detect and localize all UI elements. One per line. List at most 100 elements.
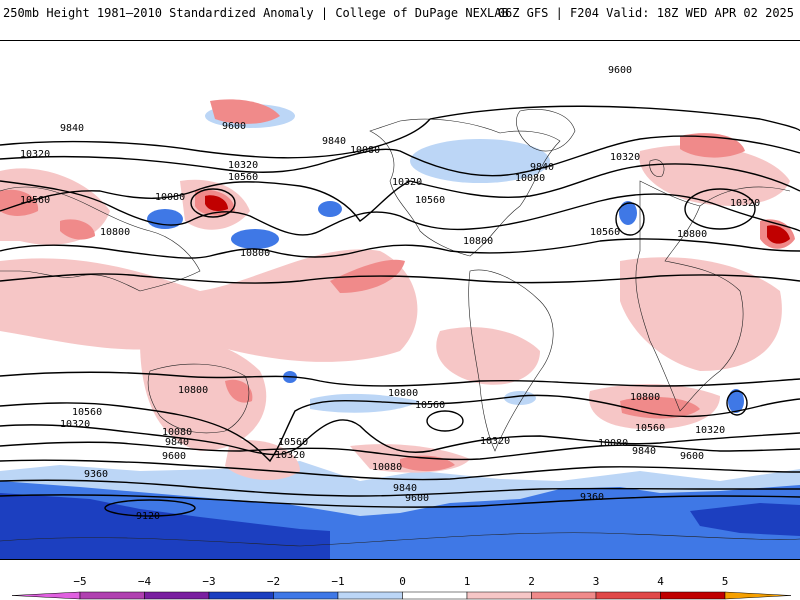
label-10800-d: 10800: [677, 229, 707, 240]
label-10560-h: 10560: [278, 437, 308, 448]
contour-10560-north: [0, 238, 800, 259]
tropical-asia-warm: [60, 219, 95, 240]
label-10080-e: 10080: [372, 462, 402, 473]
label-10560-f: 10560: [415, 400, 445, 411]
label-9600-c: 9600: [405, 493, 429, 504]
label-10320-i: 10320: [480, 436, 510, 447]
tropics-warm-band: [0, 249, 418, 362]
colorbar-arrow-low: [11, 591, 81, 600]
contour-9360-south: [0, 494, 800, 508]
colorbar-ticks: −5 −4 −3 −2 −1 0 1 2 3 4 5: [73, 575, 728, 588]
colorbar-tick-label: −5: [73, 575, 86, 588]
colorbar-swatch-pos2: [531, 591, 597, 600]
label-10560-a: 10560: [228, 172, 258, 183]
contour-labels: 9600 9840 9600 9840 10080 10320 10320 10…: [20, 65, 760, 522]
label-10320-h: 10320: [275, 450, 305, 461]
label-9840-f: 9840: [632, 446, 656, 457]
greenland-coast: [516, 109, 576, 152]
colorbar: −5 −4 −3 −2 −1 0 1 2 3 4 5: [11, 575, 792, 600]
contour-10800-south: [0, 371, 800, 387]
south-indian-low: [728, 389, 744, 413]
label-9840-b: 9840: [322, 136, 346, 147]
africa-warm: [620, 257, 782, 371]
colorbar-swatch-pos3: [595, 591, 661, 600]
label-9840-d: 9840: [165, 437, 189, 448]
north-america-coast: [369, 118, 561, 257]
anomaly-map: 9600 9840 9600 9840 10080 10320 10320 10…: [0, 40, 800, 560]
colorbar-swatches: [11, 591, 792, 600]
colorbar-swatch-neg5: [79, 591, 145, 600]
south-atlantic-low-blue: [504, 391, 536, 405]
contour-10560-south: [0, 394, 800, 463]
antarctica-coast: [0, 532, 800, 547]
south-indian-closed-low: [726, 390, 748, 416]
australia-coast: [147, 363, 250, 434]
label-10080-b: 10080: [155, 192, 185, 203]
north-pacific-warm: [210, 99, 280, 124]
label-9360-b: 9360: [580, 492, 604, 503]
label-10560-c: 10560: [415, 195, 445, 206]
positive-anomaly-shading: [0, 99, 795, 481]
label-10800-b: 10800: [240, 248, 270, 259]
contour-10800-north: [0, 273, 800, 284]
colorbar-swatch-neg4: [144, 591, 210, 600]
map-title: 250mb Height 1981–2010 Standardized Anom…: [3, 6, 509, 20]
label-10320-g: 10320: [695, 425, 725, 436]
height-contours: [0, 105, 800, 517]
south-pacific-closed-low: [426, 410, 464, 432]
label-9840-c: 9840: [530, 162, 554, 173]
label-9360-a: 9360: [84, 469, 108, 480]
contour-10320-south: [0, 419, 800, 456]
atlantic-cutoff-low: [619, 201, 637, 225]
label-9600-d: 9600: [680, 451, 704, 462]
colorbar-arrow-high: [724, 591, 792, 600]
europe-closed-high: [684, 188, 756, 230]
europe-africa-coast: [635, 180, 744, 412]
label-9840-e: 9840: [393, 483, 417, 494]
label-10320-d: 10320: [610, 152, 640, 163]
contour-9600-south: [0, 479, 800, 497]
australia-warm-2: [225, 379, 253, 403]
label-10560-e: 10560: [72, 407, 102, 418]
label-10320-b: 10320: [228, 160, 258, 171]
atlantic-closed-low: [615, 202, 645, 236]
label-10560-g: 10560: [635, 423, 665, 434]
label-9120-a: 9120: [136, 511, 160, 522]
label-9600-top: 9600: [608, 65, 632, 76]
east-asia-warm-3: [205, 195, 228, 212]
south-polar-dark-blue-2: [690, 503, 800, 536]
antarctic-closed-low: [104, 499, 196, 517]
contour-10080-north: [0, 163, 800, 222]
model-run-info: 06Z GFS | F204 Valid: 18Z WED APR 02 202…: [497, 6, 794, 20]
colorbar-swatch-neg1: [337, 591, 403, 600]
north-atlantic-cool: [410, 139, 550, 183]
label-10800-f: 10800: [388, 388, 418, 399]
label-10800-e: 10800: [178, 385, 208, 396]
pacific-low-1: [231, 229, 279, 249]
contour-10080-south: [0, 441, 800, 461]
label-10080-d: 10080: [162, 427, 192, 438]
europe-warm: [639, 145, 790, 206]
label-9600-b: 9600: [162, 451, 186, 462]
east-asia-closed-high: [190, 188, 236, 218]
colorbar-tick-label: 5: [722, 575, 729, 588]
colorbar-tick-label: 2: [528, 575, 535, 588]
contour-9840-south: [0, 459, 800, 481]
colorbar-swatch-pos4: [660, 591, 726, 600]
south-indian-warm-2: [620, 396, 700, 419]
label-10800-c: 10800: [463, 236, 493, 247]
south-polar-dark-blue: [0, 493, 330, 559]
label-10800-g: 10800: [630, 392, 660, 403]
label-10080-a: 10080: [350, 145, 380, 156]
label-10560-b: 10560: [20, 195, 50, 206]
label-10320-a: 10320: [20, 149, 50, 160]
pacific-low-2: [318, 201, 342, 217]
colorbar-swatch-pos1: [466, 591, 532, 600]
label-10080-f: 10080: [598, 438, 628, 449]
colorbar-tick-label: −4: [138, 575, 152, 588]
negative-anomaly-shading: [0, 104, 800, 559]
label-10320-f: 10320: [60, 419, 90, 430]
label-10800-a: 10800: [100, 227, 130, 238]
label-10560-d: 10560: [590, 227, 620, 238]
label-10080-c: 10080: [515, 173, 545, 184]
